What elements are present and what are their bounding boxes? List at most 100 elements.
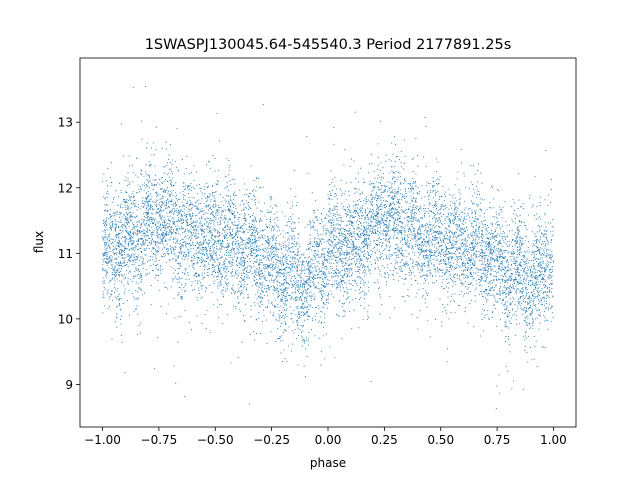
data-point xyxy=(151,182,153,184)
data-point xyxy=(255,270,257,272)
data-point xyxy=(258,318,260,320)
data-point xyxy=(283,274,285,276)
data-point xyxy=(411,213,413,215)
data-point xyxy=(313,293,315,295)
data-point xyxy=(231,263,233,265)
data-point xyxy=(275,254,277,256)
data-point xyxy=(354,251,356,254)
data-point xyxy=(118,239,120,241)
data-point xyxy=(185,245,187,247)
data-point xyxy=(426,181,428,183)
data-point xyxy=(270,247,272,249)
data-point xyxy=(316,244,318,246)
data-point xyxy=(348,269,350,271)
data-point xyxy=(435,259,438,261)
data-point xyxy=(550,307,552,309)
data-point xyxy=(538,230,541,232)
data-point xyxy=(350,275,353,277)
data-point xyxy=(423,282,425,284)
data-point xyxy=(334,280,336,282)
data-point xyxy=(115,213,117,215)
data-point xyxy=(317,250,319,252)
data-point xyxy=(112,269,114,271)
data-point xyxy=(343,209,345,211)
data-point xyxy=(385,254,387,256)
data-point xyxy=(197,227,199,229)
data-point xyxy=(365,208,367,210)
data-point xyxy=(519,221,521,223)
data-point xyxy=(209,219,211,221)
data-point xyxy=(459,248,461,250)
data-point xyxy=(545,285,547,287)
data-point xyxy=(352,251,354,253)
data-point xyxy=(318,274,320,276)
data-point xyxy=(176,214,178,217)
data-point xyxy=(275,265,277,267)
data-point xyxy=(334,215,336,217)
data-point xyxy=(521,240,523,242)
data-point xyxy=(190,222,192,224)
data-point xyxy=(391,253,393,256)
data-point xyxy=(216,184,218,186)
data-point xyxy=(365,226,367,228)
data-point xyxy=(295,296,297,298)
data-point xyxy=(247,213,250,215)
data-point xyxy=(355,238,357,240)
data-point xyxy=(254,252,256,254)
data-point xyxy=(300,279,302,281)
data-point xyxy=(422,217,424,219)
data-point xyxy=(262,249,264,251)
data-point xyxy=(468,187,470,189)
data-point xyxy=(175,258,177,260)
data-point xyxy=(267,237,269,239)
data-point xyxy=(271,274,273,276)
data-point xyxy=(499,291,501,293)
data-point xyxy=(471,223,473,225)
data-point xyxy=(373,198,375,200)
data-point xyxy=(143,206,145,208)
data-point xyxy=(453,216,456,218)
data-point xyxy=(312,210,314,212)
data-point xyxy=(131,196,133,198)
data-point xyxy=(522,202,524,205)
data-point xyxy=(359,268,361,271)
data-point xyxy=(376,210,378,212)
data-point xyxy=(345,215,348,218)
data-point xyxy=(412,171,414,173)
data-point xyxy=(150,198,152,200)
data-point xyxy=(511,255,513,257)
data-point xyxy=(433,185,435,188)
data-point xyxy=(376,216,378,218)
data-point xyxy=(425,245,427,247)
data-point xyxy=(269,224,271,226)
data-point xyxy=(241,231,243,233)
data-point xyxy=(474,210,476,212)
data-point xyxy=(104,245,107,247)
data-point xyxy=(287,254,289,256)
data-point xyxy=(134,204,136,206)
data-point xyxy=(139,247,141,249)
data-point xyxy=(506,293,508,295)
data-point xyxy=(210,237,212,239)
data-point xyxy=(204,223,206,225)
data-point xyxy=(469,220,471,222)
data-point xyxy=(424,254,426,257)
data-point xyxy=(397,238,399,240)
data-point xyxy=(350,222,352,224)
data-point xyxy=(187,187,189,189)
data-point xyxy=(258,266,260,268)
data-point xyxy=(325,284,327,286)
data-point xyxy=(437,248,439,250)
data-point xyxy=(134,298,136,300)
data-point xyxy=(491,257,494,259)
data-point xyxy=(480,172,482,174)
data-point xyxy=(517,267,519,269)
data-point xyxy=(124,180,126,182)
data-point xyxy=(243,269,245,271)
data-point xyxy=(145,268,148,270)
data-point xyxy=(162,198,164,200)
data-point xyxy=(330,232,332,235)
data-point xyxy=(550,188,552,190)
data-point xyxy=(232,194,234,196)
data-point xyxy=(510,259,512,261)
